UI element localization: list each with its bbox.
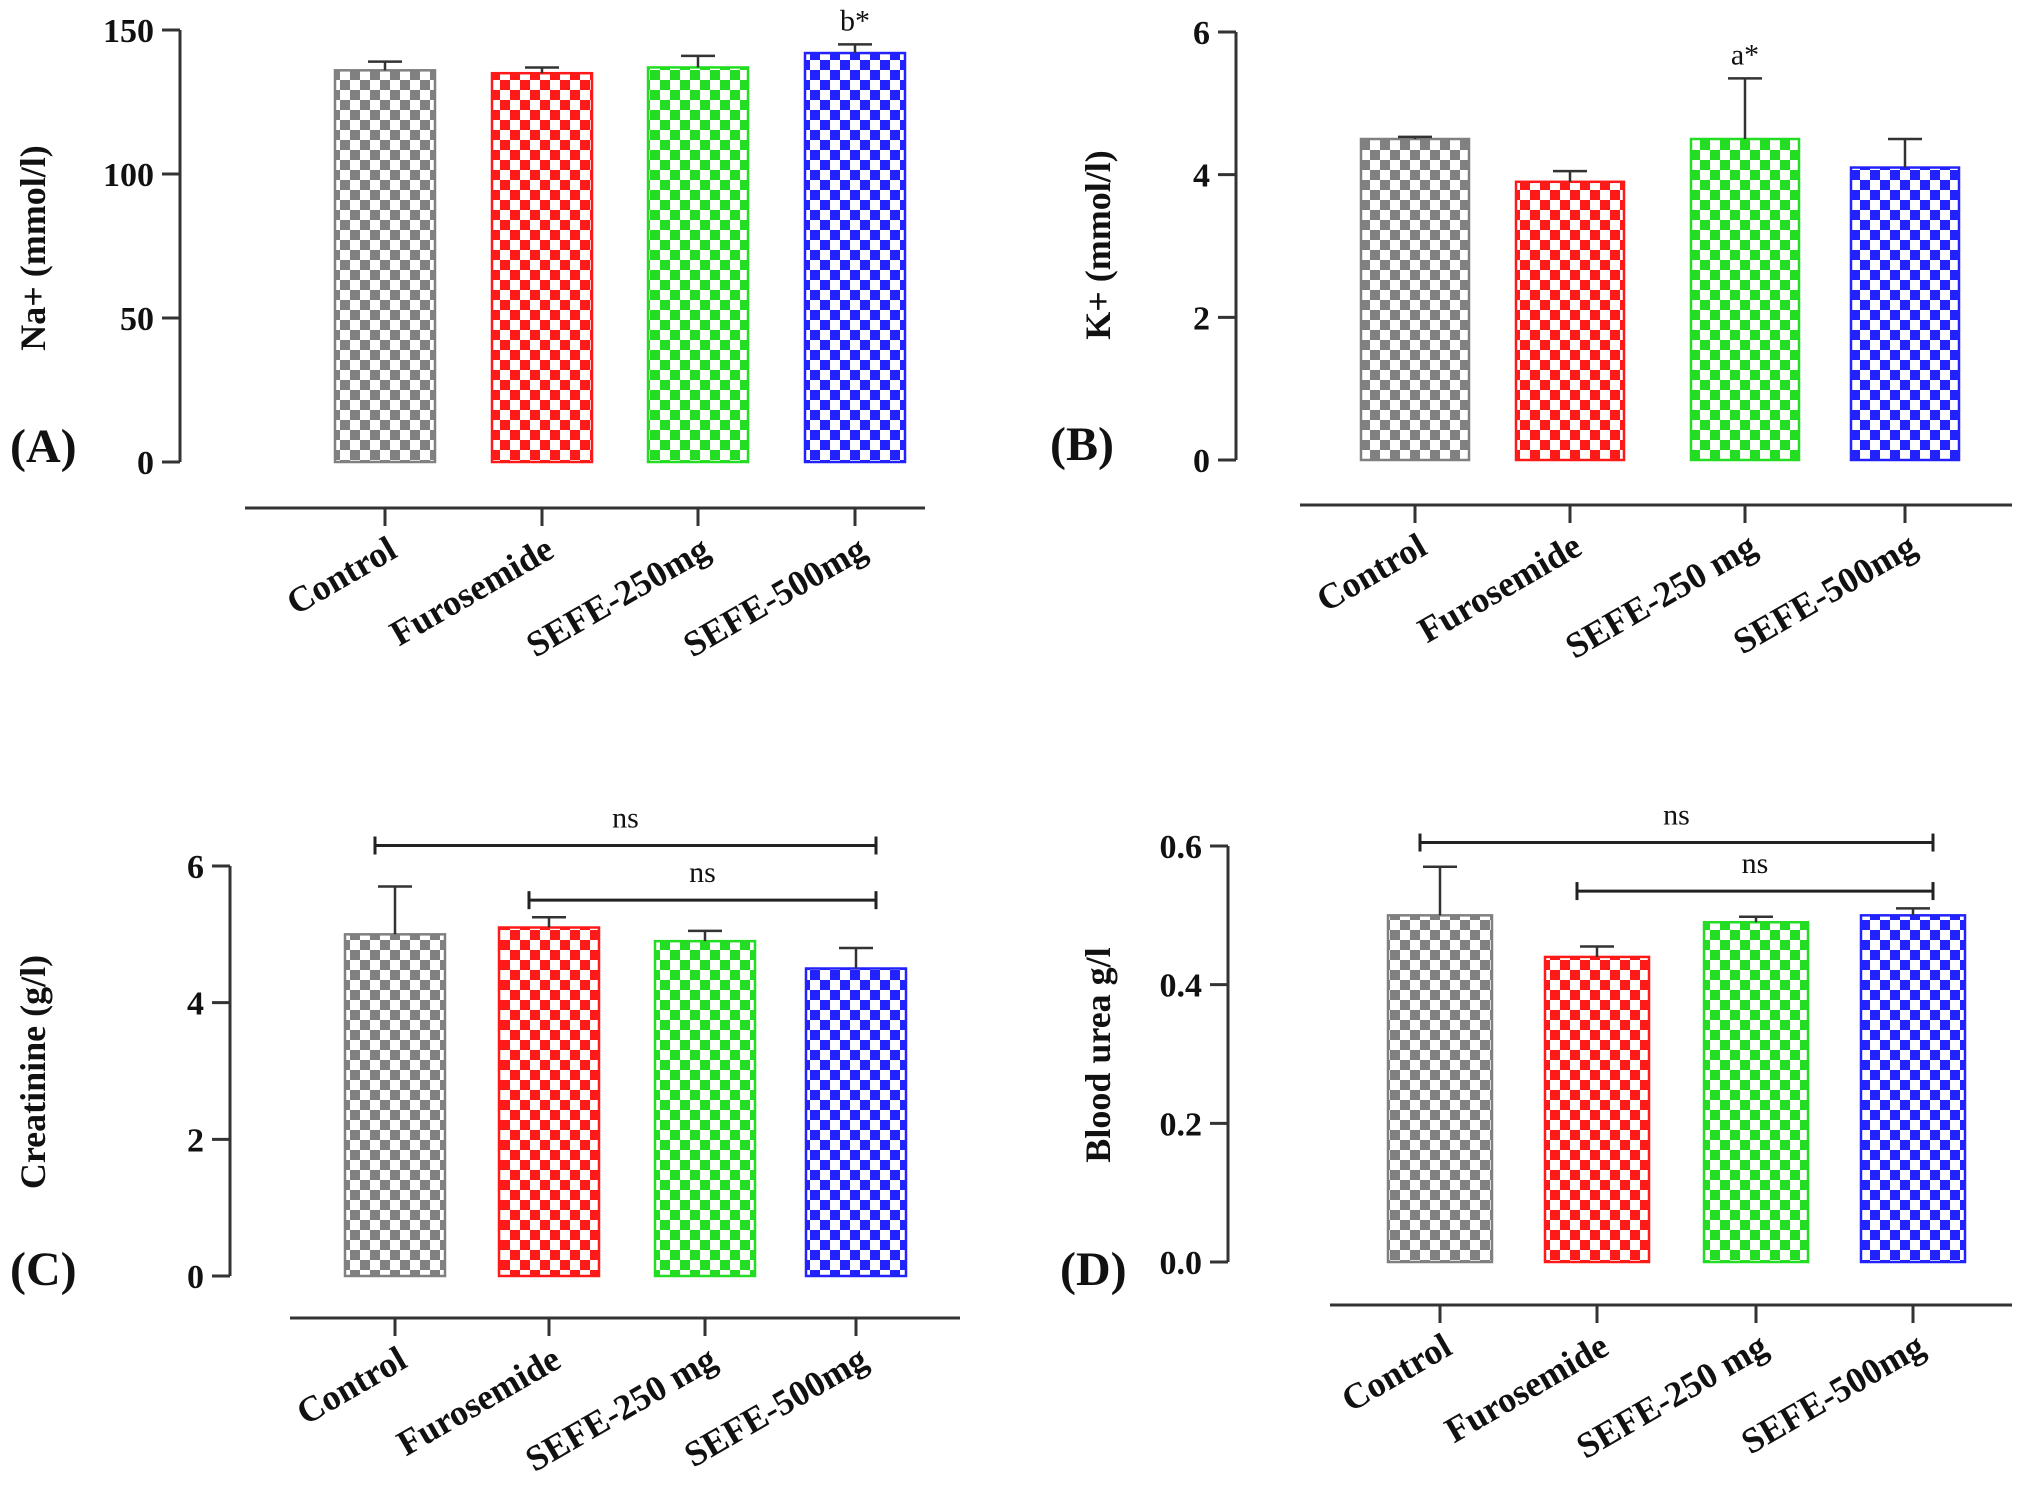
bar-furosemide <box>1543 955 1651 1264</box>
significance-bracket <box>527 891 878 910</box>
y-tick-label: 0 <box>187 1259 204 1296</box>
x-tick-label: Control <box>1335 1325 1458 1419</box>
panel-label: (C) <box>10 1243 77 1296</box>
bar-furosemide <box>1514 180 1626 462</box>
significance-label: a* <box>1731 38 1759 71</box>
bar-sefe-500mg <box>1849 166 1961 462</box>
y-tick-label: 100 <box>103 157 154 194</box>
bar-control <box>343 933 447 1278</box>
panel-label: (B) <box>1050 418 1114 471</box>
bar-sefe-250-mg <box>653 939 757 1278</box>
x-tick-label: Control <box>1310 525 1433 619</box>
bar-control <box>1386 914 1494 1264</box>
y-axis-title: K+ (mmol/l) <box>1078 150 1118 339</box>
y-tick-label: 150 <box>103 13 154 50</box>
y-tick-label: 0.0 <box>1160 1245 1203 1282</box>
bar-sefe-250-mg <box>1689 137 1801 462</box>
panel-label: (D) <box>1060 1243 1127 1296</box>
y-tick-label: 4 <box>1193 158 1210 195</box>
x-tick-label: SEFE-250 mg <box>1559 525 1763 666</box>
bar-furosemide <box>490 71 594 464</box>
bar-sefe-250-mg <box>1702 921 1810 1264</box>
significance-label: b* <box>840 4 870 37</box>
x-tick-label: Control <box>280 528 403 622</box>
bar-sefe-500mg <box>803 51 907 464</box>
y-tick-label: 0.6 <box>1160 829 1203 866</box>
panel-label: (A) <box>10 420 77 473</box>
bracket-label: ns <box>689 856 716 889</box>
y-tick-label: 0.2 <box>1160 1106 1203 1143</box>
y-tick-label: 6 <box>187 849 204 886</box>
bracket-label: ns <box>612 802 639 835</box>
y-tick-label: 6 <box>1193 15 1210 52</box>
significance-bracket <box>1575 882 1935 901</box>
y-tick-label: 50 <box>120 301 154 338</box>
x-tick-label: Control <box>290 1338 413 1432</box>
y-tick-label: 2 <box>187 1122 204 1159</box>
bracket-label: ns <box>1742 847 1769 880</box>
bar-sefe-500mg <box>804 967 908 1278</box>
y-tick-label: 0 <box>137 445 154 482</box>
x-tick-label: SEFE-500mg <box>1726 525 1923 662</box>
significance-bracket <box>1418 833 1935 852</box>
bar-control <box>333 69 437 464</box>
bar-sefe-500mg <box>1859 914 1967 1264</box>
y-tick-label: 2 <box>1193 300 1210 337</box>
y-tick-label: 4 <box>187 986 204 1023</box>
bar-sefe-250mg <box>646 66 750 464</box>
bar-furosemide <box>497 926 601 1278</box>
y-axis-title: Blood urea g/l <box>1078 947 1118 1162</box>
significance-bracket <box>373 836 878 855</box>
bracket-label: ns <box>1663 799 1690 832</box>
y-tick-label: 0.4 <box>1160 968 1203 1005</box>
y-axis-title: Creatinine (g/l) <box>13 955 53 1189</box>
bar-control <box>1359 137 1471 462</box>
y-axis-title: Na+ (mmol/l) <box>13 145 53 350</box>
y-tick-label: 0 <box>1193 443 1210 480</box>
